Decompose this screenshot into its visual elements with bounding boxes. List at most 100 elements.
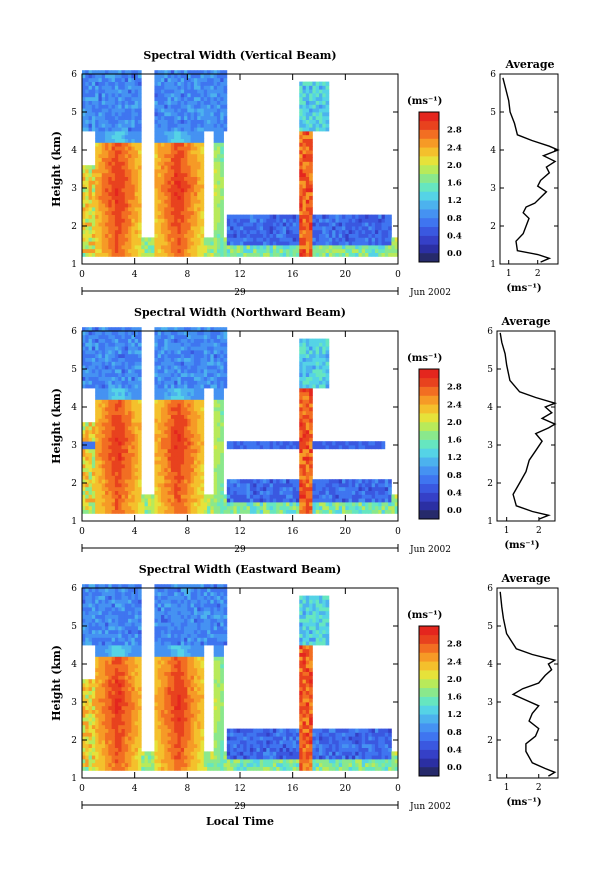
heatmap-cell [282, 248, 287, 253]
heatmap-cell [299, 452, 303, 457]
heatmap-cell [137, 369, 142, 374]
heatmap-cell [223, 327, 228, 332]
heatmap-cell [174, 384, 178, 389]
heatmap-cell [137, 342, 142, 347]
heatmap-cell [184, 429, 188, 434]
heatmap-cell [309, 112, 313, 117]
heatmap-cell [174, 142, 178, 147]
heatmap-cell [246, 502, 251, 507]
heatmap-cell [203, 248, 208, 253]
heatmap-cell [220, 172, 224, 177]
heatmap-cell [157, 380, 162, 385]
heatmap-cell [174, 456, 178, 461]
heatmap-cell [134, 391, 139, 396]
heatmap-cell [342, 245, 346, 250]
colorbar-swatch [419, 217, 439, 227]
heatmap-cell [170, 464, 175, 469]
heatmap-cell [124, 210, 129, 215]
heatmap-cell [91, 127, 96, 132]
heatmap-cell [154, 248, 159, 253]
colorbar-swatch [419, 173, 439, 183]
heatmap-cell [111, 353, 116, 358]
heatmap-cell [134, 81, 139, 86]
heatmap-cell [286, 252, 290, 257]
heatmap-cell [85, 226, 89, 231]
heatmap-cell [114, 460, 119, 465]
heatmap-cell [305, 85, 310, 90]
heatmap-cell [95, 338, 99, 343]
heatmap-cell [216, 172, 221, 177]
heatmap-cell [170, 433, 175, 438]
heatmap-cell [170, 467, 175, 472]
heatmap-cell [101, 112, 106, 117]
heatmap-cell [88, 509, 93, 514]
heatmap-cell [210, 123, 215, 128]
heatmap-cell [286, 486, 290, 491]
heatmap-cell [193, 169, 198, 174]
heatmap-cell [282, 218, 287, 223]
heatmap-cell [220, 369, 224, 374]
heatmap-cell [95, 346, 99, 351]
heatmap-cell [256, 252, 261, 257]
heatmap-cell [121, 365, 126, 370]
heatmap-cell [197, 161, 201, 166]
heatmap-cell [190, 218, 195, 223]
heatmap-cell [124, 327, 129, 332]
heatmap-cell [114, 100, 119, 105]
heatmap-cell [302, 429, 307, 434]
heatmap-cell [243, 229, 247, 234]
heatmap-cell [137, 380, 142, 385]
heatmap-cell [190, 229, 195, 234]
heatmap-cell [197, 365, 201, 370]
heatmap-cell [164, 150, 168, 155]
heatmap-cell [111, 85, 116, 90]
heatmap-cell [131, 241, 136, 246]
heatmap-cell [256, 490, 261, 495]
heatmap-cell [286, 509, 290, 514]
heatmap-cell [338, 214, 343, 219]
heatmap-cell [98, 433, 103, 438]
heatmap-cell [164, 414, 168, 419]
heatmap-cell [114, 369, 119, 374]
heatmap-cell [180, 331, 185, 336]
heatmap-cell [305, 127, 310, 132]
heatmap-cell [174, 391, 178, 396]
heatmap-cell [368, 226, 373, 231]
heatmap-cell [170, 150, 175, 155]
heatmap-cell [111, 241, 116, 246]
heatmap-cell [315, 486, 320, 491]
heatmap-cell [167, 350, 172, 355]
heatmap-cell [108, 77, 113, 82]
heatmap-cell [170, 407, 175, 412]
heatmap-cell [111, 376, 116, 381]
heatmap-cell [312, 445, 317, 450]
heatmap-cell [299, 486, 303, 491]
heatmap-cell [164, 226, 168, 231]
heatmap-cell [272, 509, 277, 514]
heatmap-cell [276, 498, 280, 503]
heatmap-cell [378, 214, 382, 219]
heatmap-cell [128, 441, 132, 446]
heatmap-cell [256, 214, 261, 219]
heatmap-cell [295, 248, 300, 253]
heatmap-cell [315, 85, 320, 90]
heatmap-cell [190, 180, 195, 185]
heatmap-cell [302, 210, 307, 215]
heatmap-cell [105, 245, 109, 250]
heatmap-cell [180, 475, 185, 480]
heatmap-cell [134, 456, 139, 461]
heatmap-cell [213, 437, 218, 442]
heatmap-cell [319, 241, 323, 246]
heatmap-cell [266, 490, 271, 495]
heatmap-cell [177, 429, 182, 434]
heatmap-cell [118, 365, 122, 370]
heatmap-cell [213, 361, 218, 366]
heatmap-cell [174, 134, 178, 139]
heatmap-cell [220, 191, 224, 196]
heatmap-cell [108, 188, 113, 193]
heatmap-cell [137, 353, 142, 358]
heatmap-cell [134, 146, 139, 151]
heatmap-cell [167, 422, 172, 427]
heatmap-cell [114, 245, 119, 250]
heatmap-cell [200, 104, 205, 109]
